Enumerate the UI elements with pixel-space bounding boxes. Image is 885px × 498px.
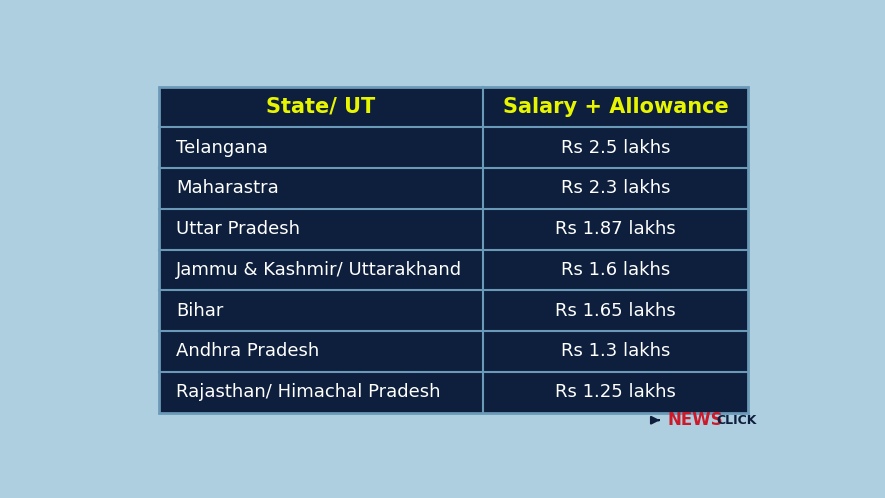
Text: NEWS: NEWS	[667, 411, 723, 429]
Text: Rs 1.65 lakhs: Rs 1.65 lakhs	[556, 302, 676, 320]
Text: Telangana: Telangana	[176, 139, 267, 157]
Text: Rs 2.5 lakhs: Rs 2.5 lakhs	[561, 139, 671, 157]
Text: Salary + Allowance: Salary + Allowance	[503, 97, 728, 117]
Text: Rajasthan/ Himachal Pradesh: Rajasthan/ Himachal Pradesh	[176, 383, 440, 401]
Text: Rs 1.3 lakhs: Rs 1.3 lakhs	[561, 343, 671, 361]
Text: Rs 2.3 lakhs: Rs 2.3 lakhs	[561, 179, 671, 198]
Text: Maharastra: Maharastra	[176, 179, 279, 198]
Text: Bihar: Bihar	[176, 302, 223, 320]
Text: Rs 1.87 lakhs: Rs 1.87 lakhs	[556, 220, 676, 238]
Text: Jammu & Kashmir/ Uttarakhand: Jammu & Kashmir/ Uttarakhand	[176, 261, 462, 279]
Text: Rs 1.6 lakhs: Rs 1.6 lakhs	[561, 261, 671, 279]
FancyBboxPatch shape	[158, 87, 749, 412]
Text: Rs 1.25 lakhs: Rs 1.25 lakhs	[555, 383, 676, 401]
Text: CLICK: CLICK	[716, 414, 757, 427]
Text: State/ UT: State/ UT	[266, 97, 375, 117]
Text: Andhra Pradesh: Andhra Pradesh	[176, 343, 319, 361]
Text: Uttar Pradesh: Uttar Pradesh	[176, 220, 300, 238]
